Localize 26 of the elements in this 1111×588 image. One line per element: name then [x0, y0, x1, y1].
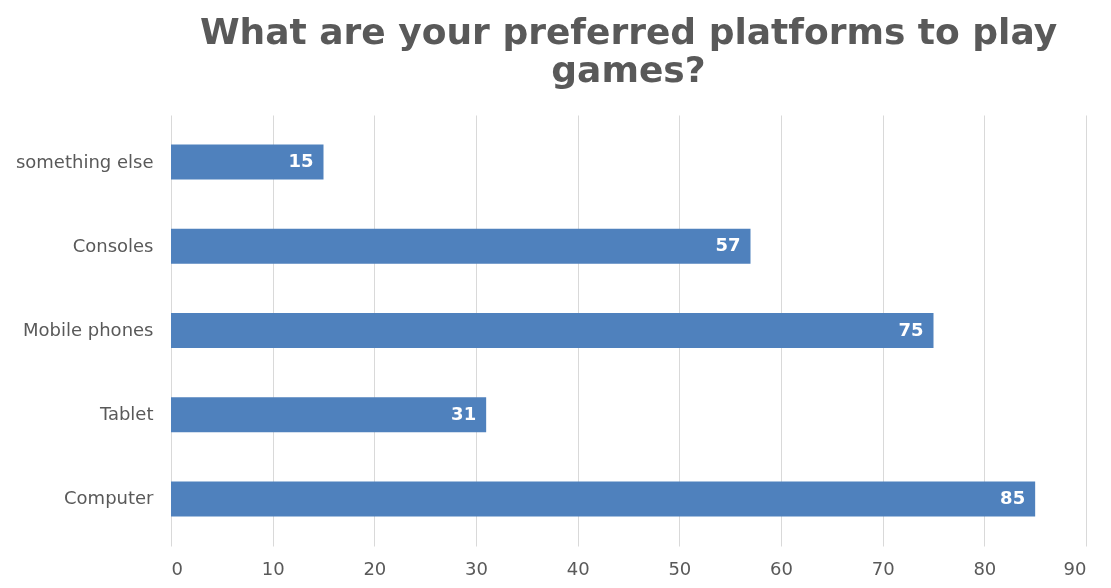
data-label: 75 [898, 318, 924, 340]
bar [171, 313, 934, 348]
y-tick-label: something else [15, 150, 154, 172]
x-tick-label: 60 [770, 557, 793, 579]
x-tick-label: 10 [261, 557, 285, 579]
x-tick-label: 40 [566, 557, 590, 579]
x-tick-label: 50 [668, 557, 692, 579]
y-tick-label: Computer [64, 487, 155, 509]
bar [171, 144, 324, 180]
y-tick-label: Tablet [98, 403, 154, 425]
x-tick-label: 90 [1063, 557, 1087, 579]
data-label: 15 [288, 150, 314, 172]
data-label: 85 [1000, 486, 1026, 508]
y-tick-label: Consoles [72, 234, 154, 256]
chart-title: What are your preferred platforms to play games? [199, 11, 1058, 90]
x-tick-label: 80 [973, 557, 997, 579]
data-label: 57 [715, 234, 741, 256]
x-tick-label: 20 [363, 557, 387, 579]
x-tick-label: 0 [171, 557, 183, 579]
data-label: 31 [451, 402, 477, 424]
x-tick-label: 30 [465, 557, 488, 579]
bar [171, 228, 751, 264]
bar [171, 481, 1036, 517]
bar [171, 397, 487, 433]
y-tick-label: Mobile phones [23, 319, 154, 340]
x-tick-label: 70 [871, 557, 895, 579]
